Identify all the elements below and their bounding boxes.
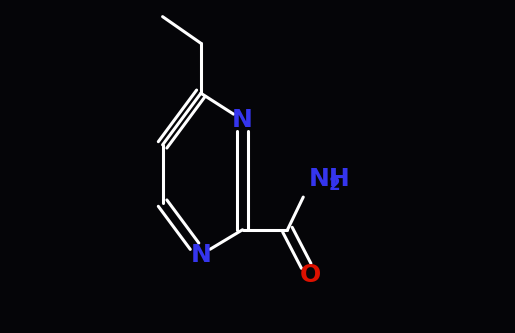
Text: N: N xyxy=(232,108,253,132)
Text: 2: 2 xyxy=(329,176,341,194)
Text: NH: NH xyxy=(309,167,351,191)
Text: N: N xyxy=(191,243,211,267)
Text: O: O xyxy=(300,263,321,287)
